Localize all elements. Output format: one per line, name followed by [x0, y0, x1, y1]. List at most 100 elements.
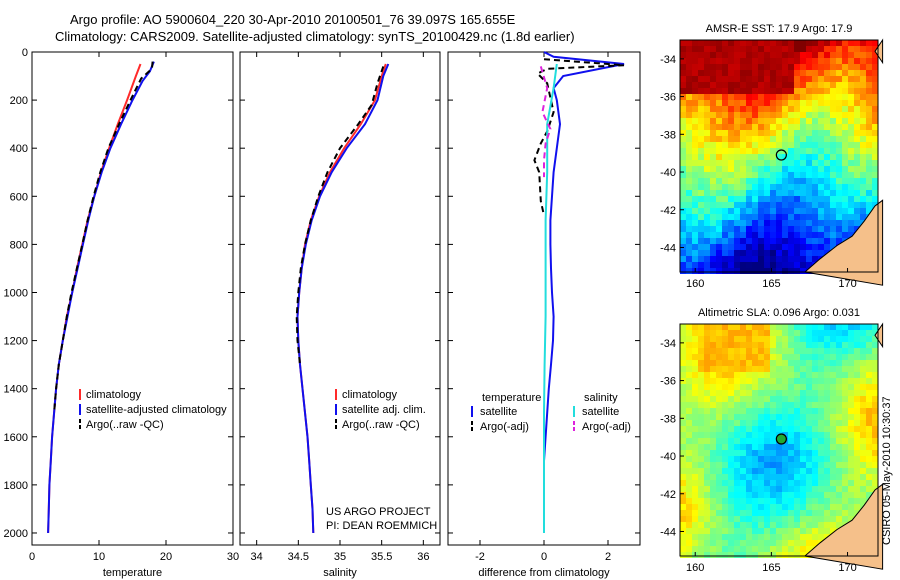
heatmap-cell	[704, 166, 710, 172]
heatmap-cell	[770, 130, 776, 136]
heatmap-cell	[746, 190, 752, 196]
heatmap-cell	[794, 52, 800, 58]
heatmap-cell	[728, 498, 734, 504]
heatmap-cell	[848, 88, 854, 94]
heatmap-cell	[830, 40, 836, 46]
heatmap-cell	[800, 268, 806, 274]
heatmap-cell	[770, 432, 776, 438]
heatmap-cell	[788, 148, 794, 154]
heatmap-cell	[686, 208, 692, 214]
heatmap-cell	[704, 82, 710, 88]
heatmap-cell	[848, 372, 854, 378]
heatmap-cell	[728, 468, 734, 474]
heatmap-cell	[686, 268, 692, 274]
heatmap-cell	[794, 510, 800, 516]
heatmap-cell	[794, 220, 800, 226]
heatmap-cell	[800, 390, 806, 396]
heatmap-cell	[812, 474, 818, 480]
heatmap-cell	[716, 498, 722, 504]
heatmap-cell	[860, 408, 866, 414]
heatmap-cell	[806, 226, 812, 232]
heatmap-cell	[686, 184, 692, 190]
heatmap-cell	[806, 456, 812, 462]
heatmap-cell	[866, 426, 872, 432]
heatmap-cell	[782, 468, 788, 474]
heatmap-cell	[866, 378, 872, 384]
heatmap-cell	[716, 546, 722, 552]
heatmap-cell	[818, 510, 824, 516]
heatmap-cell	[722, 208, 728, 214]
heatmap-cell	[836, 40, 842, 46]
heatmap-cell	[722, 480, 728, 486]
heatmap-cell	[704, 106, 710, 112]
heatmap-cell	[830, 148, 836, 154]
heatmap-cell	[758, 450, 764, 456]
heatmap-cell	[692, 516, 698, 522]
heatmap-cell	[692, 100, 698, 106]
heatmap-cell	[788, 268, 794, 274]
heatmap-cell	[698, 504, 704, 510]
heatmap-cell	[758, 438, 764, 444]
heatmap-cell	[836, 136, 842, 142]
heatmap-cell	[770, 324, 776, 330]
heatmap-cell	[746, 510, 752, 516]
heatmap-cell	[764, 534, 770, 540]
heatmap-cell	[830, 474, 836, 480]
heatmap-cell	[686, 154, 692, 160]
heatmap-cell	[854, 372, 860, 378]
heatmap-cell	[686, 172, 692, 178]
heatmap-cell	[824, 94, 830, 100]
heatmap-cell	[752, 486, 758, 492]
heatmap-cell	[698, 172, 704, 178]
heatmap-cell	[866, 372, 872, 378]
heatmap-cell	[860, 360, 866, 366]
heatmap-cell	[764, 190, 770, 196]
heatmap-cell	[734, 396, 740, 402]
heatmap-cell	[788, 486, 794, 492]
heatmap-cell	[704, 64, 710, 70]
heatmap-cell	[800, 148, 806, 154]
heatmap-cell	[830, 172, 836, 178]
heatmap-cell	[740, 160, 746, 166]
heatmap-cell	[872, 196, 878, 202]
heatmap-cell	[698, 184, 704, 190]
heatmap-cell	[842, 426, 848, 432]
heatmap-cell	[794, 136, 800, 142]
heatmap-cell	[764, 232, 770, 238]
heatmap-cell	[746, 250, 752, 256]
heatmap-cell	[710, 540, 716, 546]
heatmap-cell	[854, 336, 860, 342]
heatmap-cell	[794, 112, 800, 118]
heatmap-cell	[848, 504, 854, 510]
heatmap-cell	[680, 342, 686, 348]
heatmap-cell	[872, 100, 878, 106]
heatmap-cell	[740, 82, 746, 88]
heatmap-cell	[812, 360, 818, 366]
heatmap-cell	[746, 70, 752, 76]
heatmap-cell	[818, 244, 824, 250]
heatmap-cell	[758, 462, 764, 468]
heatmap-cell	[704, 462, 710, 468]
heatmap-cell	[710, 462, 716, 468]
heatmap-cell	[782, 456, 788, 462]
heatmap-cell	[812, 456, 818, 462]
heatmap-cell	[722, 58, 728, 64]
heatmap-cell	[710, 220, 716, 226]
heatmap-cell	[680, 456, 686, 462]
heatmap-cell	[842, 136, 848, 142]
heatmap-cell	[800, 184, 806, 190]
heatmap-cell	[872, 462, 878, 468]
heatmap-cell	[806, 540, 812, 546]
x-tick-label: 35	[334, 551, 346, 563]
heatmap-cell	[770, 172, 776, 178]
heatmap-cell	[836, 154, 842, 160]
heatmap-cell	[716, 348, 722, 354]
heatmap-cell	[740, 262, 746, 268]
heatmap-cell	[860, 366, 866, 372]
map-x-tick-label: 160	[686, 278, 704, 290]
heatmap-cell	[758, 196, 764, 202]
heatmap-cell	[740, 522, 746, 528]
heatmap-cell	[716, 52, 722, 58]
heatmap-cell	[830, 94, 836, 100]
map-y-tick-label: -40	[660, 167, 676, 179]
